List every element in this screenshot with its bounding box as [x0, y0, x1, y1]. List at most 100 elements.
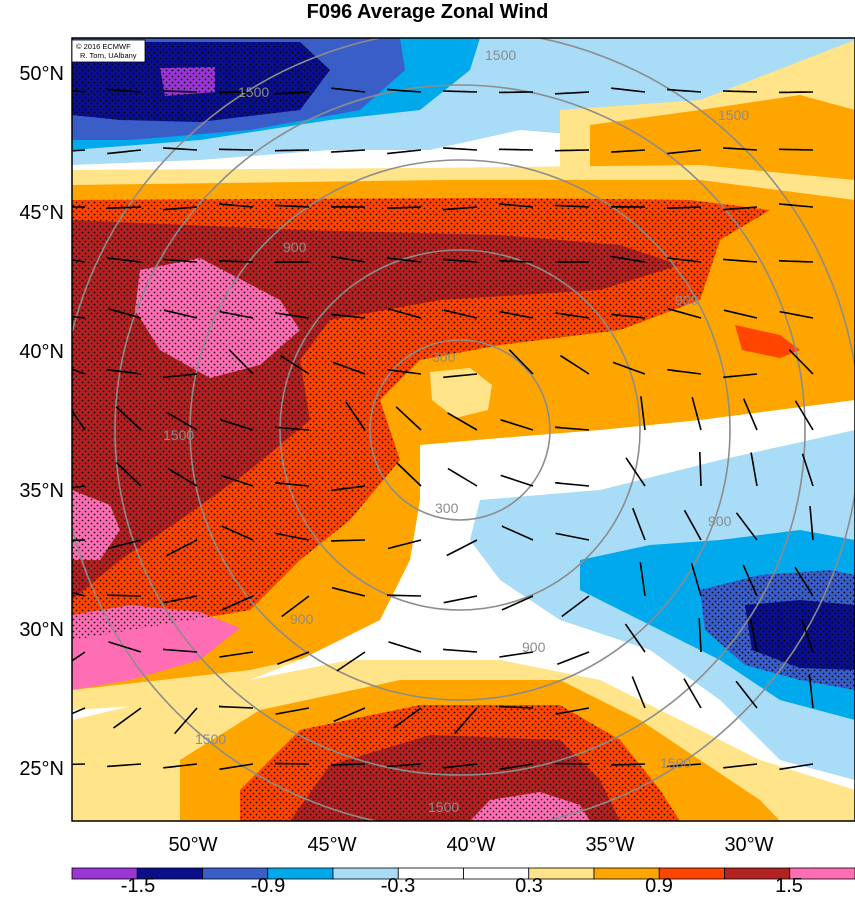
wind-barbs [72, 87, 814, 771]
wind-barb [723, 147, 758, 151]
wind-barb [443, 147, 478, 151]
wind-barb [557, 651, 590, 666]
stipple-south [240, 705, 680, 821]
lon-label-50w: 50°W [168, 834, 217, 856]
ring-label: 900 [522, 639, 546, 655]
wind-barb [555, 426, 590, 431]
wind-barb [723, 763, 758, 769]
wind-barb [331, 149, 366, 153]
wind-barb [691, 396, 702, 431]
wind-barb [386, 594, 422, 597]
wind-barb [750, 452, 758, 487]
ring-label: 900 [283, 239, 307, 255]
wind-barb [723, 373, 758, 379]
lat-label-45n: 45°N [19, 202, 64, 224]
wind-barb [275, 532, 310, 541]
wind-barb [331, 485, 366, 492]
wind-barb [443, 258, 478, 263]
wind-barb [221, 525, 254, 541]
wind-barb [218, 148, 254, 151]
wind-barb [667, 149, 702, 155]
lat-label-25n: 25°N [19, 758, 64, 780]
lat-label-40n: 40°N [19, 341, 64, 363]
wind-barb [387, 88, 422, 93]
wind-barb [115, 461, 142, 487]
wind-barb [453, 707, 478, 735]
wind-barb [447, 467, 478, 487]
wind-barb [779, 763, 814, 771]
wind-barb [388, 308, 422, 319]
wind-barb [735, 680, 758, 709]
wind-barb [794, 566, 814, 597]
wind-barb [275, 482, 310, 487]
wind-barb [387, 368, 422, 375]
ring-label: 1500 [163, 427, 194, 443]
wind-barb [624, 623, 646, 653]
wind-barb [742, 398, 758, 431]
stipple-jet [72, 198, 770, 640]
range-ring-900 [189, 159, 731, 701]
wind-barb [395, 461, 422, 487]
colorbar-tick-label: -0.9 [251, 875, 285, 897]
wind-barb [219, 763, 254, 771]
wind-barb [387, 763, 422, 768]
wind-barb [499, 310, 534, 319]
wind-barb [275, 426, 310, 431]
wind-barb [443, 206, 478, 211]
wind-barb [275, 707, 310, 715]
wind-barb [108, 641, 142, 653]
colorbar-tick-label: -1.5 [121, 875, 155, 897]
wind-barb [167, 412, 198, 431]
wind-barb [228, 349, 254, 375]
wind-barb [788, 349, 814, 375]
wind-barb [167, 467, 198, 487]
wind-barb [446, 539, 478, 557]
lon-label-45w: 45°W [307, 834, 356, 856]
wind-barb [163, 763, 198, 769]
wind-barb [698, 617, 702, 653]
wind-barb [498, 260, 534, 263]
wind-barb [508, 349, 534, 375]
wind-barb [333, 707, 366, 723]
wind-barb [106, 206, 142, 209]
credit-line-2: R. Torn, UAlbany [80, 51, 137, 60]
wind-barb [801, 453, 814, 487]
wind-barb [554, 149, 590, 152]
ring-label: 1500 [718, 107, 749, 123]
colorbar-swatch [789, 867, 855, 880]
wind-barb [723, 258, 758, 263]
wind-barb [107, 763, 142, 768]
wind-barb [625, 457, 646, 487]
wind-barb [499, 763, 534, 771]
wind-barb [387, 257, 422, 263]
wind-barb [501, 595, 534, 611]
ring-label: 1500 [660, 755, 691, 771]
range-ring-labels: 300 300 900 900 900 900 900 1500 1500 15… [163, 47, 749, 815]
range-rings [72, 38, 855, 821]
colorbar-tick-label: -0.3 [381, 875, 415, 897]
wind-barb [666, 206, 702, 209]
wind-barb [166, 539, 198, 557]
wind-barb [219, 203, 254, 208]
wind-barb [108, 308, 142, 319]
wind-barb [331, 255, 366, 263]
wind-barb [107, 368, 142, 375]
colorbar-tick-label: 1.5 [775, 875, 803, 897]
wind-barb [555, 312, 590, 319]
wind-barb [106, 594, 142, 597]
colorbar-tick-label: 0.9 [645, 875, 673, 897]
lon-label-35w: 35°W [585, 834, 634, 856]
wind-barb [611, 87, 646, 93]
colorbar [71, 867, 855, 880]
wind-barb [555, 482, 590, 487]
wind-barb [173, 707, 198, 735]
ring-label: 900 [290, 611, 314, 627]
plot-area [72, 38, 855, 821]
wind-barb [667, 88, 702, 93]
wind-barb [735, 512, 758, 541]
wind-barb [274, 91, 310, 95]
wind-barb [395, 406, 422, 431]
ring-label: 1500 [238, 84, 269, 100]
lat-label-30n: 30°N [19, 619, 64, 641]
wind-barb [631, 676, 646, 709]
